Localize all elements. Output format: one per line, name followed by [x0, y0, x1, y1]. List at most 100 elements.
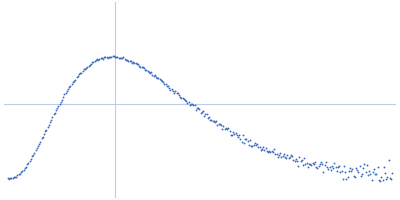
Point	[25, 161, 32, 164]
Point	[34, 147, 40, 150]
Point	[377, 179, 383, 183]
Point	[114, 55, 121, 59]
Point	[385, 158, 392, 161]
Point	[240, 133, 246, 137]
Point	[260, 146, 266, 149]
Point	[59, 98, 65, 102]
Point	[6, 177, 12, 180]
Point	[38, 137, 45, 140]
Point	[347, 166, 353, 169]
Point	[370, 170, 376, 174]
Point	[319, 162, 326, 165]
Point	[262, 147, 269, 150]
Point	[112, 55, 118, 58]
Point	[42, 130, 48, 133]
Point	[79, 69, 86, 72]
Point	[226, 129, 233, 132]
Point	[230, 130, 236, 134]
Point	[72, 78, 78, 81]
Point	[196, 108, 202, 111]
Point	[179, 96, 186, 100]
Point	[323, 160, 329, 164]
Point	[173, 92, 180, 95]
Point	[35, 145, 41, 148]
Point	[28, 158, 34, 161]
Point	[177, 95, 183, 98]
Point	[68, 82, 75, 85]
Point	[304, 162, 310, 165]
Point	[316, 164, 322, 167]
Point	[334, 170, 340, 173]
Point	[272, 152, 278, 155]
Point	[372, 173, 378, 176]
Point	[134, 63, 140, 66]
Point	[296, 156, 302, 159]
Point	[289, 154, 295, 157]
Point	[219, 127, 226, 130]
Point	[90, 61, 96, 64]
Point	[147, 71, 153, 75]
Point	[58, 100, 64, 104]
Point	[205, 116, 211, 119]
Point	[353, 166, 359, 169]
Point	[31, 151, 38, 154]
Point	[340, 177, 346, 180]
Point	[384, 176, 390, 179]
Point	[352, 175, 358, 178]
Point	[148, 70, 154, 74]
Point	[50, 113, 57, 116]
Point	[341, 165, 347, 168]
Point	[286, 156, 293, 159]
Point	[236, 133, 242, 136]
Point	[116, 56, 122, 59]
Point	[217, 122, 223, 125]
Point	[26, 159, 33, 162]
Point	[91, 60, 98, 63]
Point	[248, 144, 254, 147]
Point	[183, 99, 189, 102]
Point	[273, 153, 280, 156]
Point	[204, 113, 210, 116]
Point	[61, 93, 68, 96]
Point	[105, 56, 111, 59]
Point	[71, 79, 77, 82]
Point	[308, 163, 315, 166]
Point	[237, 137, 244, 140]
Point	[174, 92, 181, 95]
Point	[54, 106, 60, 110]
Point	[373, 172, 380, 175]
Point	[267, 150, 274, 153]
Point	[307, 163, 314, 166]
Point	[92, 58, 99, 62]
Point	[13, 175, 20, 178]
Point	[142, 69, 148, 72]
Point	[379, 178, 386, 181]
Point	[156, 78, 163, 81]
Point	[207, 118, 214, 121]
Point	[305, 166, 311, 169]
Point	[358, 174, 364, 178]
Point	[210, 120, 216, 123]
Point	[43, 128, 50, 131]
Point	[29, 155, 35, 158]
Point	[149, 73, 156, 76]
Point	[228, 133, 234, 136]
Point	[225, 127, 232, 130]
Point	[343, 177, 350, 180]
Point	[278, 156, 284, 159]
Point	[67, 84, 74, 87]
Point	[208, 119, 215, 122]
Point	[46, 124, 52, 127]
Point	[24, 163, 30, 166]
Point	[232, 131, 239, 134]
Point	[276, 153, 282, 156]
Point	[73, 76, 80, 79]
Point	[111, 54, 117, 58]
Point	[285, 156, 292, 159]
Point	[32, 148, 39, 151]
Point	[96, 57, 103, 61]
Point	[11, 176, 17, 179]
Point	[242, 137, 248, 140]
Point	[48, 118, 54, 122]
Point	[330, 167, 336, 170]
